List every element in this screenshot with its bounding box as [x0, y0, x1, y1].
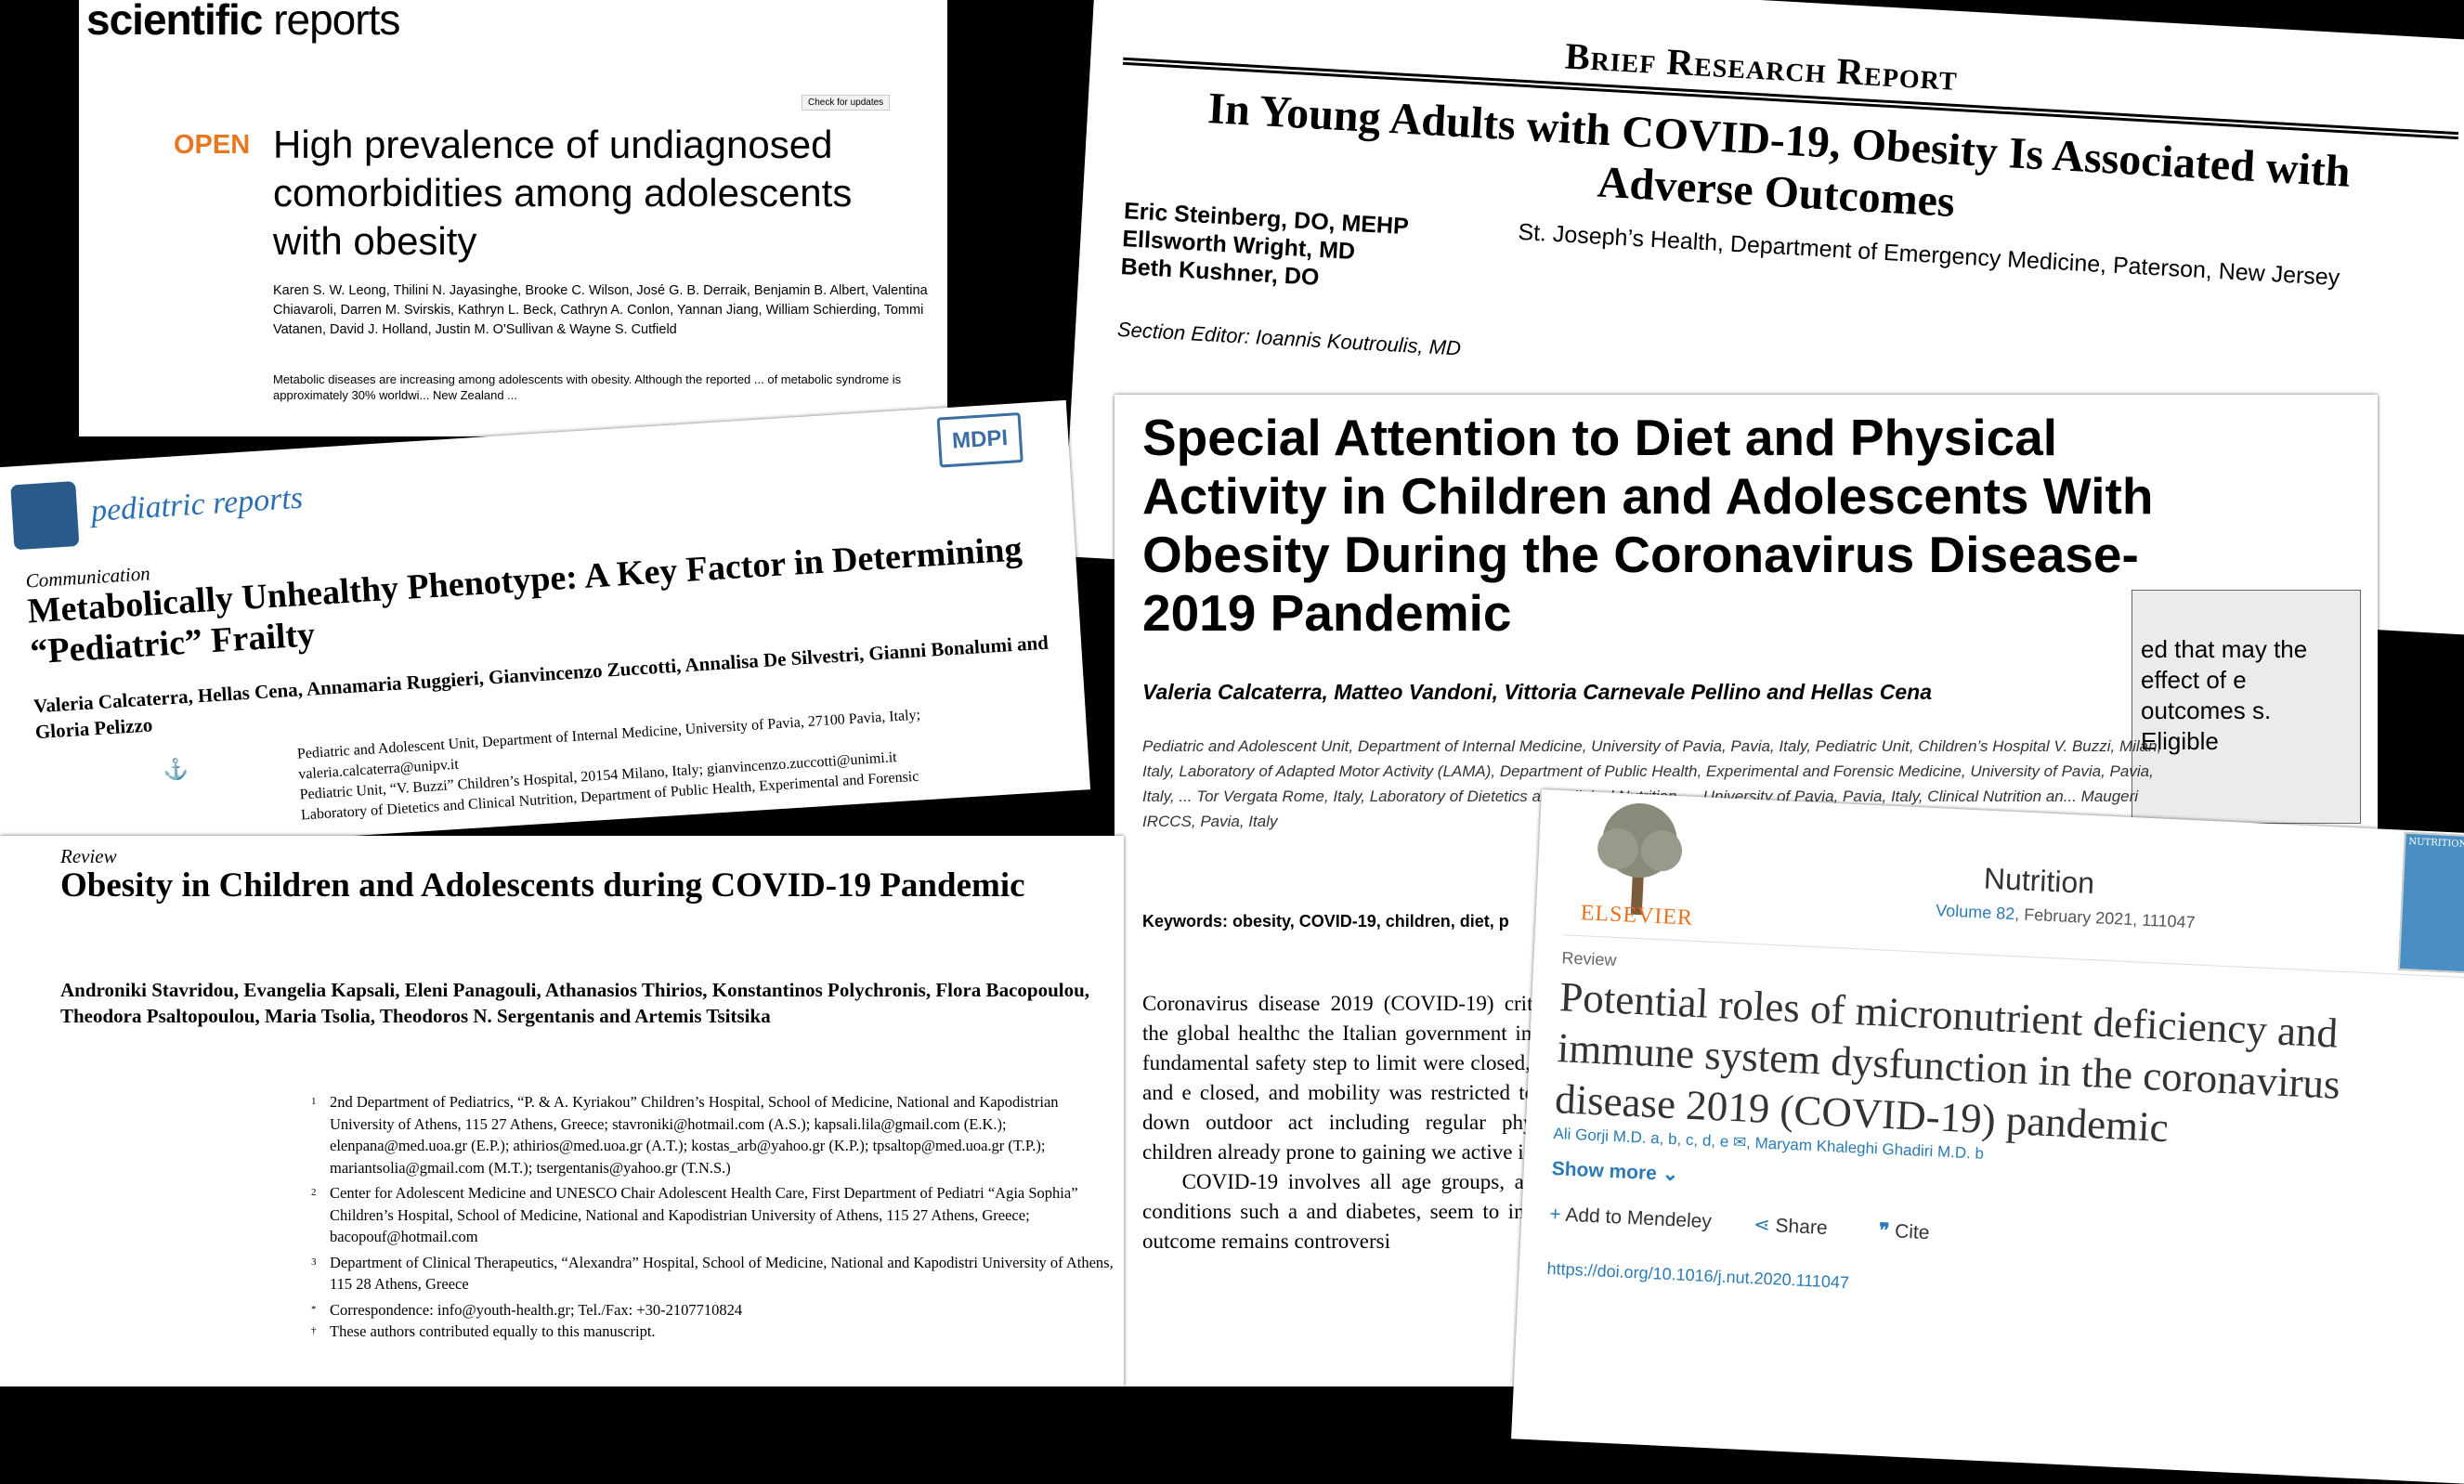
publisher-logo: ELSEVIER: [1580, 901, 1694, 931]
author-list: Eric Steinberg, DO, MEHP Ellsworth Wrigh…: [1120, 198, 1410, 291]
share-icon: ⋖: [1753, 1214, 1771, 1237]
journal-logo-icon: [10, 481, 80, 551]
correspondence: * Correspondence: info@youth-health.gr; T…: [311, 1300, 743, 1319]
nutrition-article: ELSEVIER Nutrition Volume 82, February 2…: [1511, 789, 2464, 1484]
abstract-text: Metabolic diseases are increasing among …: [273, 372, 902, 402]
journal-cover[interactable]: NUTRITION: [2397, 831, 2464, 974]
doi-link[interactable]: https://doi.org/10.1016/j.nut.2020.11104…: [1546, 1258, 1850, 1293]
author-list: Karen S. W. Leong, Thilini N. Jayasinghe…: [273, 283, 928, 337]
elsevier-tree-icon: [1597, 803, 1683, 916]
article-title: Special Attention to Diet and Physical A…: [1142, 409, 2154, 642]
abstract-box: [2132, 590, 2361, 824]
section-editor: Section Editor: Ioannis Koutroulis, MD: [1116, 317, 1462, 360]
scientific-reports-article: scientific reports Check for updates OPE…: [79, 0, 947, 436]
plus-icon: +: [1548, 1203, 1562, 1226]
chevron-down-icon: ⌄: [1662, 1163, 1679, 1186]
journal-name: pediatric reports: [89, 480, 305, 529]
check-updates-button[interactable]: Check for updates: [802, 95, 891, 111]
journal-logo: scientific reports: [86, 0, 400, 44]
article-title: Obesity in Children and Adolescents duri…: [60, 866, 1025, 905]
affiliation-2: 2 Center for Adolescent Medicine and UNES…: [311, 1184, 1078, 1245]
quote-icon: ❞: [1878, 1219, 1890, 1243]
affiliation-3: 3 Department of Clinical Therapeutics, “A…: [311, 1253, 1114, 1294]
share-button[interactable]: ⋖ Share: [1753, 1214, 1829, 1240]
keywords: Keywords: obesity, COVID-19, children, d…: [1142, 912, 1509, 931]
article-type: Review: [1561, 948, 1617, 970]
volume-link[interactable]: Volume 82: [1935, 901, 2015, 924]
author-list: Valeria Calcaterra, Matteo Vandoni, Vitt…: [1142, 680, 1933, 704]
article-title: High prevalence of undiagnosed comorbidi…: [273, 123, 853, 263]
pediatric-reports-article: pediatric reports MDPI Communication Met…: [0, 399, 1091, 859]
children-review-article: Review Obesity in Children and Adolescen…: [0, 836, 1124, 1386]
author-list: Androniki Stavridou, Evangelia Kapsali, …: [60, 979, 1090, 1027]
affiliations: 1 2nd Department of Pediatrics, “P. & A. …: [311, 1091, 1119, 1343]
volume-info: Volume 82, February 2021, 111047: [1935, 901, 2197, 932]
open-access-label: OPEN: [174, 130, 251, 160]
article-type: Review: [60, 845, 117, 867]
show-more-button[interactable]: Show more ⌄: [1551, 1157, 1679, 1186]
affiliation-1: 1 2nd Department of Pediatrics, “P. & A. …: [311, 1093, 1059, 1177]
mdpi-logo: MDPI: [936, 412, 1023, 468]
divider: [1562, 934, 2464, 979]
add-to-mendeley-button[interactable]: + Add to Mendeley: [1548, 1203, 1713, 1233]
equal-contribution-note: † These authors contributed equally to th…: [311, 1322, 656, 1340]
abstract-box-text: ed that may the effect of e outcomes s. …: [2141, 635, 2308, 755]
cite-button[interactable]: ❞ Cite: [1878, 1219, 1931, 1244]
journal-name[interactable]: Nutrition: [1983, 861, 2095, 901]
anchor-icon: ⚓: [163, 758, 189, 783]
